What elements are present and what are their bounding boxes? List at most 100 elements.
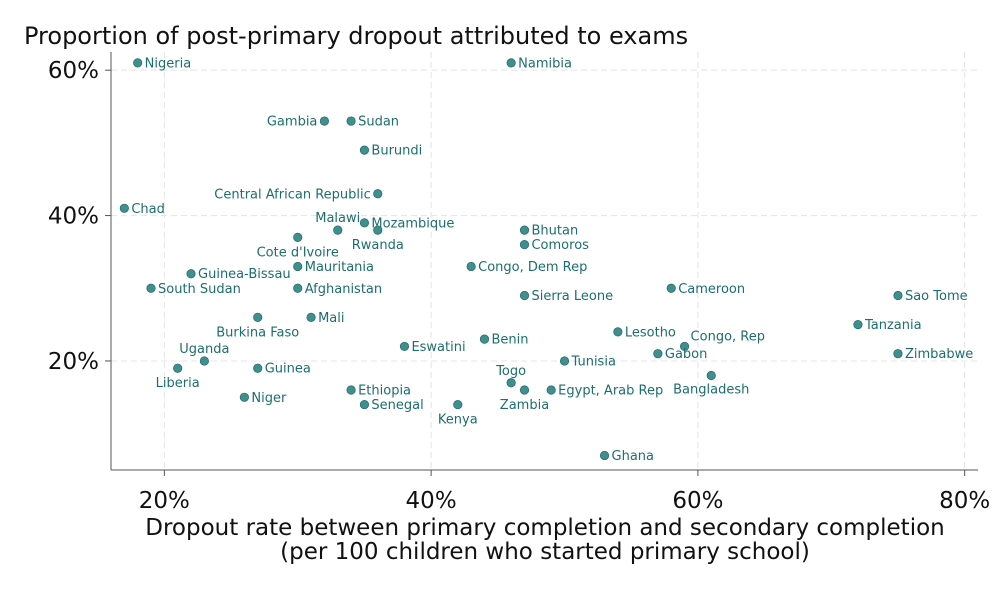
data-point	[706, 370, 716, 381]
grid	[111, 52, 978, 470]
data-point	[359, 218, 370, 228]
data-point	[373, 225, 383, 235]
x-axis-label-line-2: (per 100 children who started primary sc…	[280, 539, 810, 565]
data-point	[653, 349, 663, 359]
data-point	[239, 392, 249, 402]
data-point-label: Comoros	[531, 238, 589, 253]
data-point-label: Bhutan	[531, 224, 578, 239]
data-point-label: Ghana	[612, 449, 655, 464]
data-point-label: Gabon	[665, 347, 708, 362]
data-point	[346, 385, 356, 395]
data-point	[253, 312, 263, 322]
data-point-label: Congo, Dem Rep	[478, 260, 587, 275]
data-point-label: Gambia	[267, 115, 318, 130]
data-point	[599, 450, 610, 461]
data-point-label: Burkina Faso	[216, 325, 299, 340]
data-point	[519, 290, 530, 301]
data-point	[506, 378, 516, 388]
x-axis-ticks: 20% 40% 60% 80%	[139, 470, 990, 514]
data-point	[293, 261, 303, 272]
data-point-label: Sudan	[358, 115, 399, 130]
data-point	[853, 320, 863, 330]
data-point	[479, 334, 490, 344]
data-point-label: Zimbabwe	[905, 347, 973, 362]
data-point	[666, 283, 676, 293]
data-point-label: Guinea-Bissau	[198, 267, 291, 282]
x-axis-label-line-1: Dropout rate between primary completion …	[145, 515, 944, 541]
data-point	[346, 116, 356, 126]
data-point	[893, 349, 903, 359]
y-tick-label: 40%	[48, 204, 99, 230]
data-point	[173, 363, 183, 373]
data-point-label: Benin	[491, 333, 528, 348]
data-point-label: Burundi	[371, 144, 422, 159]
data-point	[679, 341, 690, 352]
data-point	[119, 203, 129, 213]
data-point-label: Senegal	[371, 398, 423, 413]
data-point-label: Kenya	[438, 413, 478, 428]
data-point-label: Afghanistan	[305, 282, 382, 297]
axes	[110, 52, 978, 471]
data-point-label: Liberia	[156, 376, 200, 391]
data-point	[333, 225, 343, 235]
data-point-label: Niger	[251, 391, 287, 406]
data-point-label: Mali	[318, 311, 344, 326]
data-point-label: Togo	[495, 364, 526, 379]
y-tick-label: 60%	[48, 58, 99, 84]
data-point-label: Mozambique	[371, 216, 454, 231]
data-point-label: Congo, Rep	[691, 329, 765, 344]
data-point	[293, 232, 303, 242]
data-point-label: Chad	[131, 202, 165, 217]
data-point-label: Sao Tome	[905, 289, 968, 304]
data-point-label: Bangladesh	[673, 382, 749, 397]
data-point	[146, 283, 156, 293]
data-point-label: Zambia	[500, 398, 549, 413]
data-point-label: Namibia	[518, 56, 572, 71]
data-point-label: Tanzania	[864, 318, 922, 333]
data-point	[466, 261, 476, 272]
data-point	[519, 385, 530, 395]
data-point-label: Cote d'Ivoire	[257, 245, 339, 260]
data-point	[373, 189, 383, 199]
data-point-label: Guinea	[265, 362, 311, 377]
x-tick-label: 40%	[406, 488, 457, 514]
x-tick-label: 60%	[672, 488, 723, 514]
data-point-label: Eswatini	[411, 340, 465, 355]
data-point	[506, 58, 516, 68]
data-point-label: Uganda	[179, 342, 229, 357]
data-point-labels: Nigeria Namibia Gambia Sudan Burundi Central …	[131, 56, 973, 464]
data-point	[519, 225, 530, 235]
data-point-label: Tunisia	[571, 354, 616, 369]
data-point	[559, 356, 570, 366]
data-point	[306, 312, 316, 322]
data-point	[893, 290, 903, 301]
data-points	[119, 58, 903, 461]
data-point	[199, 356, 209, 366]
data-point	[453, 399, 463, 410]
x-tick-label: 20%	[139, 488, 190, 514]
y-tick-label: 20%	[48, 349, 99, 375]
data-point	[399, 341, 410, 352]
data-point-label: Lesotho	[625, 325, 676, 340]
data-point-label: Cameroon	[678, 282, 745, 297]
data-point	[359, 145, 370, 155]
data-point	[613, 327, 623, 337]
y-axis-ticks: 20% 40% 60%	[48, 58, 111, 375]
chart-title: Proportion of post-primary dropout attri…	[24, 22, 688, 50]
data-point-label: Sierra Leone	[531, 289, 613, 304]
data-point-label: Rwanda	[352, 238, 404, 253]
data-point-label: Egypt, Arab Rep	[558, 384, 663, 399]
data-point	[253, 363, 263, 373]
x-tick-label: 80%	[939, 488, 990, 514]
data-point-label: Central African Republic	[214, 187, 370, 202]
data-point	[319, 116, 330, 126]
data-point	[293, 283, 303, 293]
data-point	[359, 399, 370, 410]
data-point-label: Mauritania	[305, 260, 374, 275]
data-point	[186, 269, 196, 279]
data-point-label: South Sudan	[158, 282, 241, 297]
data-point-label: Ethiopia	[358, 384, 411, 399]
data-point	[519, 240, 530, 250]
data-point	[133, 58, 143, 68]
